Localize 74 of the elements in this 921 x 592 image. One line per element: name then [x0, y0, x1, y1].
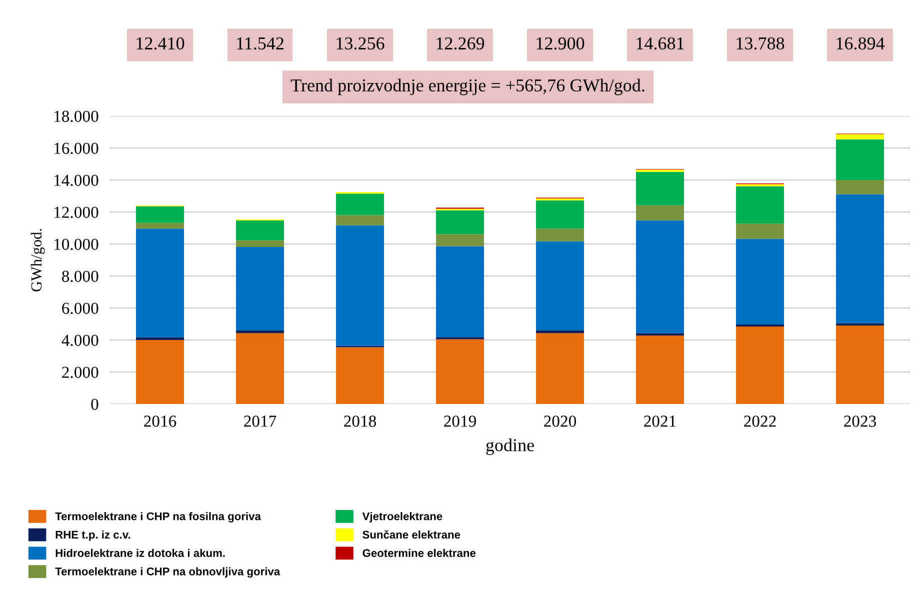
bar: [436, 339, 484, 404]
bar: [436, 234, 484, 246]
bar: [836, 139, 884, 180]
y-tick-label: 4.000: [62, 334, 98, 346]
text: 12.900: [536, 37, 584, 50]
x-tick-label: 2016: [144, 416, 176, 427]
y-tick-label: 2.000: [62, 366, 98, 378]
bar: [136, 228, 184, 338]
bar: [736, 238, 784, 324]
legend-label: RHE t.p. iz c.v.: [56, 530, 130, 541]
bar: [236, 247, 284, 331]
text: Trend proizvodnje energije = +565,76 GWh/god.: [290, 78, 644, 96]
x-tick-label: 2018: [344, 416, 376, 427]
bar: [436, 246, 484, 338]
bar: [836, 180, 884, 194]
bar: [236, 330, 284, 334]
bar: [336, 215, 384, 226]
legend-label: Hidroelektrane iz dotoka i akum.: [56, 548, 225, 557]
y-tick-label: 6.000: [62, 302, 98, 314]
text: 13.256: [336, 37, 384, 50]
bar: [136, 222, 184, 229]
x-tick-label: 2019: [444, 416, 476, 427]
bar: [736, 186, 784, 224]
bar: [336, 194, 384, 216]
bar: [236, 220, 284, 240]
bar: [436, 210, 484, 234]
text: 11.542: [237, 37, 284, 50]
bar: [736, 224, 784, 239]
bar: [636, 336, 684, 404]
y-tick-label: 14.000: [54, 174, 98, 186]
y-tick-label: 0: [91, 398, 98, 410]
x-tick-label: 2023: [844, 416, 876, 427]
bar: [536, 228, 584, 242]
bar: [336, 225, 384, 346]
bar: [636, 172, 684, 206]
legend-label: Termoelektrane i CHP na obnovljiva goriva: [55, 567, 280, 578]
text: 12.410: [136, 37, 184, 50]
x-tick-label: 2017: [244, 416, 276, 427]
bar: [536, 241, 584, 331]
y-tick-label: 18.000: [54, 110, 98, 122]
bar: [236, 333, 284, 404]
bar: [536, 333, 584, 404]
x-tick-label: 2020: [544, 416, 576, 427]
x-tick-label: 2021: [644, 416, 676, 427]
legend-label: Geotermine elektrane: [362, 548, 476, 557]
legend-label: Termoelektrane i CHP na fosilna goriva: [55, 512, 261, 522]
x-axis-title: godine: [486, 438, 534, 455]
text: 14.681: [636, 37, 684, 50]
text: 13.788: [736, 37, 784, 50]
bar: [636, 220, 684, 334]
y-tick-label: 8.000: [62, 270, 98, 282]
y-tick-label: 16.000: [54, 142, 98, 154]
legend-label: Sunčane elektrane: [362, 530, 460, 539]
bar: [636, 333, 684, 336]
y-axis-title: GWh/god.: [30, 228, 45, 292]
y-tick-label: 12.000: [54, 206, 98, 218]
bar: [136, 206, 184, 223]
bar: [836, 325, 884, 404]
legend-label: Vjetroelektrane: [362, 512, 442, 522]
bar: [736, 326, 784, 404]
bar: [136, 337, 184, 340]
bar: [336, 347, 384, 404]
bar: [136, 340, 184, 404]
bar: [736, 324, 784, 327]
bar: [836, 134, 884, 140]
bar: [236, 240, 284, 248]
bar: [636, 205, 684, 220]
text: 16.894: [836, 37, 885, 50]
x-tick-label: 2022: [744, 416, 776, 427]
text: 12.269: [436, 37, 484, 50]
bar: [836, 194, 884, 324]
bar: [536, 330, 584, 334]
y-tick-label: 10.000: [54, 238, 98, 250]
bar: [536, 200, 584, 229]
